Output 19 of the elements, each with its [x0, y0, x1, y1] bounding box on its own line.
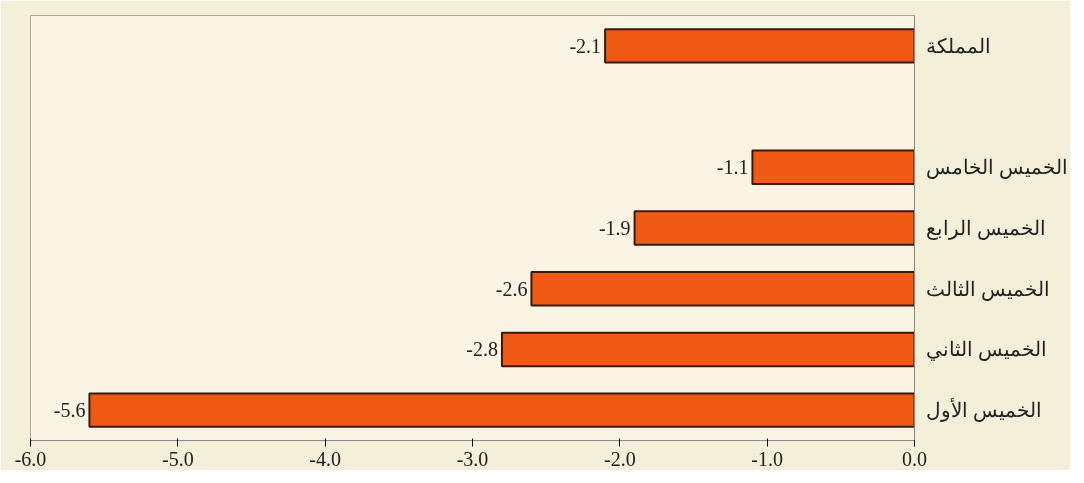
data-label: -2.8 [466, 338, 498, 361]
y-tick-label: الخميس الأول [925, 397, 1042, 423]
x-tick-label: -2.0 [604, 447, 636, 470]
data-label: -1.1 [716, 156, 749, 179]
data-label: -2.1 [569, 34, 602, 57]
data-label: -2.6 [495, 277, 528, 300]
x-tick-label: -3.0 [456, 447, 489, 470]
data-label: -5.6 [53, 399, 86, 422]
x-tick-label: -6.0 [14, 447, 47, 470]
x-tick-label: -4.0 [309, 447, 342, 470]
y-tick-label: الخميس الخامس [925, 156, 1068, 180]
y-tick-label: الخميس الثاني [925, 338, 1047, 362]
x-tick-label: -1.0 [751, 447, 784, 470]
y-tick-label: الخميس الثالث [925, 277, 1050, 301]
y-tick-label: المملكة [925, 34, 991, 57]
x-tick-label: 0.0 [902, 447, 927, 470]
data-label: -1.9 [598, 217, 631, 239]
x-tick-label: -5.0 [162, 447, 194, 470]
y-tick-label: الخميس الرابع [925, 217, 1046, 240]
